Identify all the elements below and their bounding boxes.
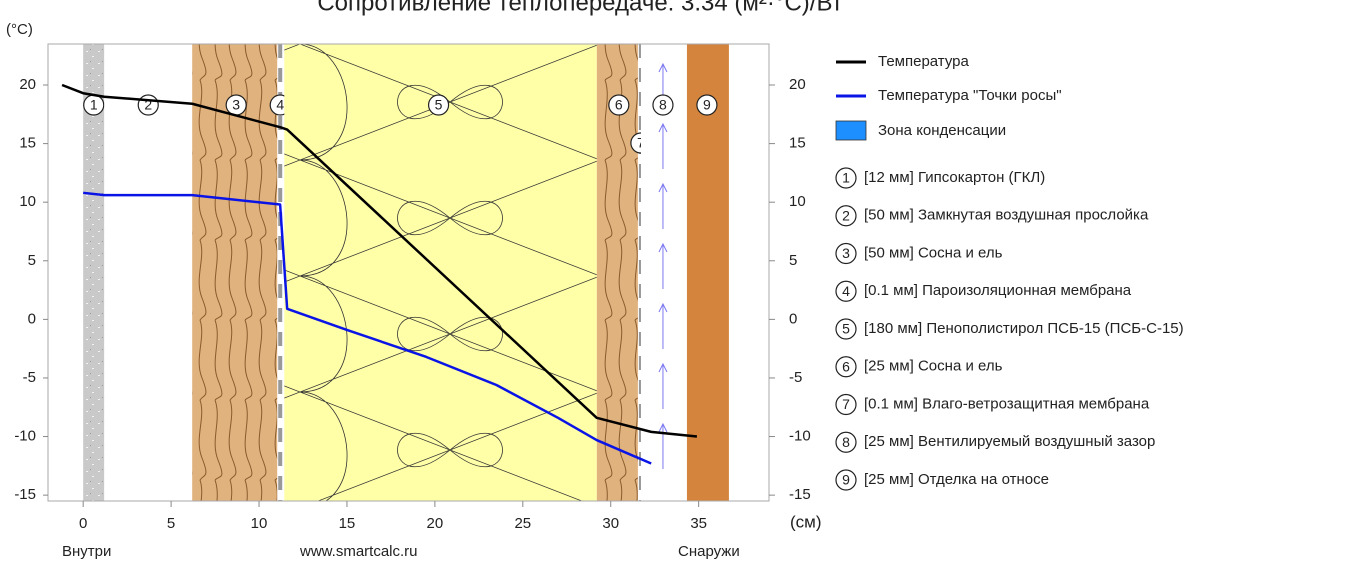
y-tick-label: 10 [19,193,36,210]
layer [686,44,729,501]
x-unit: (см) [790,512,822,531]
layer [104,44,193,501]
legend-label: Температура [878,53,970,70]
y-tick-label: 20 [19,76,36,93]
layer-number: 5 [435,97,443,113]
legend-badge [835,167,857,189]
layer [596,44,641,501]
x-tick-label: 10 [251,515,268,532]
x-tick-label: 0 [79,515,87,532]
vent-arrow-head [658,182,668,193]
y-tick-label-right: 5 [789,252,797,269]
legend-label: [180 мм] Пенополистирол ПСБ-15 (ПСБ-С-15… [864,320,1184,337]
y-tick-label-right: 20 [789,76,806,93]
legend-number: 8 [842,434,850,450]
legend-label: [25 мм] Вентилируемый воздушный зазор [864,433,1155,450]
chart-title: Сопротивление теплопередаче: 3.34 (м²·°С… [317,0,842,16]
legend-label: [0.1 мм] Влаго-ветрозащитная мембрана [864,395,1150,412]
legend-badge [835,431,857,453]
layer [192,44,281,501]
legend-label: [25 мм] Отделка на относе [864,471,1049,488]
vent-arrow-head [658,62,668,73]
y-tick-label: -10 [14,428,36,445]
legend-badge [835,205,857,227]
layer-badge [427,94,450,116]
series-line [83,191,652,465]
legend-number: 1 [842,170,850,186]
x-tick-label: 15 [339,515,356,532]
legend-label: Температура "Точки росы" [878,87,1062,104]
y-tick-label-right: 0 [789,310,797,327]
outside-label: Снаружи [678,543,740,560]
vent-arrow-head [658,242,668,253]
legend-number: 6 [842,358,850,374]
x-tick-label: 25 [514,515,531,532]
vent-arrow-head [658,122,668,133]
vent-arrow-head [658,302,668,313]
legend-swatch [835,120,867,141]
legend-badge [835,280,857,302]
layer-badge [696,94,718,116]
legend-badge [835,356,857,378]
x-tick-label: 20 [427,515,444,532]
legend-badge [835,469,857,491]
x-tick-label: 5 [167,515,175,532]
y-tick-label: 15 [19,135,36,152]
y-tick-label: -15 [14,486,36,503]
layer [83,44,105,501]
y-tick-label-right: 10 [789,193,806,210]
legend-number: 2 [842,207,850,223]
x-tick-label: 35 [690,515,707,532]
series-line [61,83,698,438]
y-tick-label-right: 15 [789,135,806,152]
y-tick-label-right: -5 [789,369,802,386]
legend-number: 3 [842,245,850,261]
layer-number: 2 [144,97,152,113]
x-tick-label: 30 [602,515,619,532]
y-tick-label: 5 [28,252,36,269]
legend-number: 9 [842,472,850,488]
plot-frame [47,43,770,502]
legend-badge [835,393,857,416]
legend-number: 5 [842,321,850,337]
layer-number: 8 [659,97,667,113]
y-tick-label: -5 [23,369,36,386]
y-tick-label: 0 [28,310,36,327]
legend-number: 4 [842,283,850,299]
vent-arrow-head [658,422,668,433]
layer-number: 9 [703,97,711,113]
y-tick-label-right: -15 [789,486,811,503]
legend-label: [25 мм] Сосна и ель [864,358,1003,375]
inside-label: Внутри [62,543,111,560]
legend-number: 7 [842,396,850,412]
layer-number: 4 [276,97,284,113]
legend-label: [50 мм] Замкнутая воздушная прослойка [864,207,1149,224]
layer-number: 6 [615,97,623,113]
site-label: www.smartcalc.ru [299,543,418,560]
layer-badge [608,94,630,116]
legend-label: [12 мм] Гипсокартон (ГКЛ) [864,169,1045,186]
layer-badge [652,94,674,116]
layer-number: 1 [90,97,98,113]
y-unit: (°C) [6,21,33,38]
legend-badge [835,242,857,265]
y-tick-label-right: -10 [789,428,811,445]
legend-label: Зона конденсации [878,122,1006,139]
layer-number: 3 [232,97,240,113]
legend-label: [0.1 мм] Пароизоляционная мембрана [864,282,1132,299]
vent-arrow-head [658,362,668,373]
legend-badge [835,318,857,340]
legend-label: [50 мм] Сосна и ель [864,244,1003,261]
